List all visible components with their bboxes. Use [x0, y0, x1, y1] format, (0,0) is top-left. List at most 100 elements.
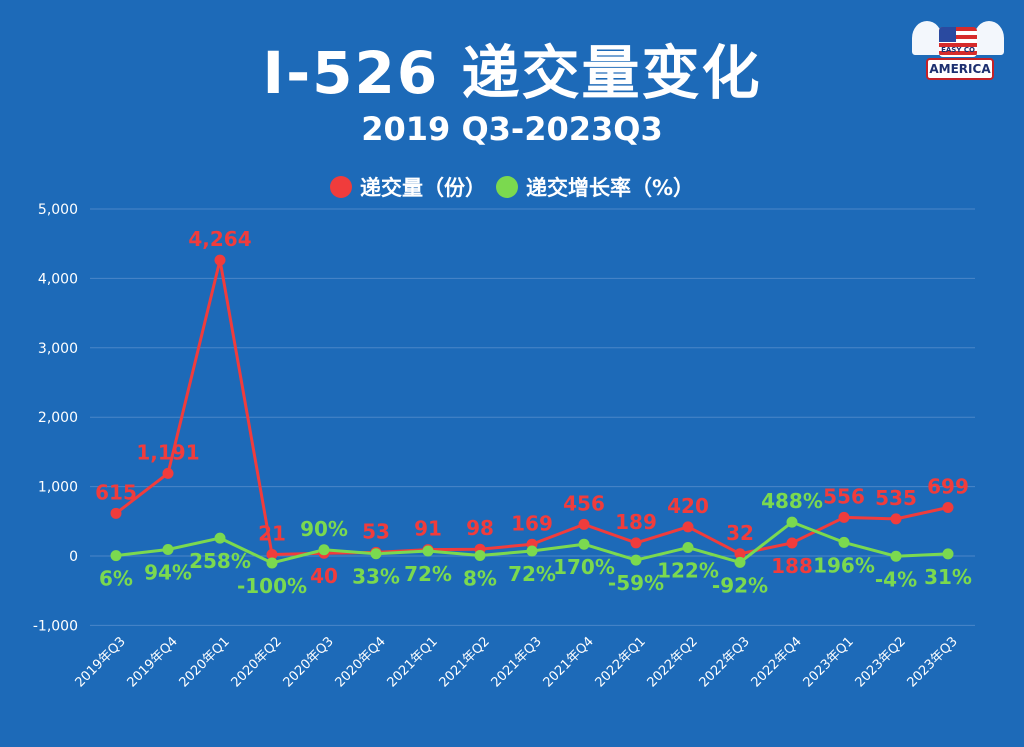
- left-wing-icon: [912, 21, 942, 55]
- x-tick-label: 2019年Q3: [73, 634, 129, 690]
- data-point-growth: [110, 550, 122, 562]
- data-point-submissions: [942, 501, 954, 513]
- data-label-growth: 6%: [99, 567, 133, 591]
- data-point-submissions: [786, 537, 798, 549]
- right-wing-icon: [974, 21, 1004, 55]
- x-tick-label: 2023年Q3: [905, 634, 961, 690]
- data-point-growth: [786, 516, 798, 528]
- chart-title: I-526 递交量变化: [262, 39, 762, 107]
- x-tick-label: 2021年Q2: [437, 634, 493, 690]
- data-label-submissions: 1,191: [136, 440, 199, 464]
- x-tick-label: 2021年Q3: [489, 634, 545, 690]
- x-tick-label: 2020年Q2: [229, 634, 285, 690]
- data-point-submissions: [682, 521, 694, 533]
- data-label-growth: 90%: [300, 517, 348, 541]
- data-label-submissions: 91: [414, 517, 442, 541]
- logo-top-text: EASY CO: [941, 46, 975, 54]
- data-label-submissions: 40: [310, 564, 338, 588]
- data-label-growth: 94%: [144, 560, 192, 584]
- data-label-growth: 72%: [508, 562, 556, 586]
- data-label-growth: 170%: [553, 555, 615, 579]
- data-label-submissions: 615: [95, 480, 137, 504]
- x-tick-label: 2020年Q4: [333, 634, 389, 690]
- data-point-submissions: [734, 548, 746, 560]
- data-label-submissions: 535: [875, 486, 917, 510]
- data-label-submissions: 420: [667, 494, 709, 518]
- data-point-submissions: [838, 511, 850, 523]
- data-point-growth: [214, 532, 226, 544]
- legend-label-growth: 递交增长率（%）: [525, 176, 695, 200]
- data-point-submissions: [890, 513, 902, 525]
- data-point-growth: [422, 545, 434, 557]
- chart-legend: 递交量（份） 递交增长率（%）: [0, 172, 1024, 202]
- data-label-growth: 31%: [924, 565, 972, 589]
- data-point-submissions: [578, 518, 590, 530]
- data-label-submissions: 21: [258, 522, 286, 546]
- x-tick-label: 2019年Q4: [125, 634, 181, 690]
- data-label-growth: -92%: [712, 573, 768, 597]
- legend-item-submissions[interactable]: 递交量（份）: [329, 172, 486, 202]
- data-point-growth: [266, 557, 278, 569]
- x-tick-label: 2023年Q2: [853, 634, 909, 690]
- x-tick-label: 2020年Q1: [177, 634, 233, 690]
- data-label-growth: 122%: [657, 559, 719, 583]
- x-tick-label: 2023年Q1: [801, 634, 857, 690]
- x-tick-label: 2021年Q1: [385, 634, 441, 690]
- data-label-growth: -100%: [237, 574, 307, 598]
- data-label-submissions: 53: [362, 519, 390, 543]
- x-tick-label: 2020年Q3: [281, 634, 337, 690]
- data-point-submissions: [110, 507, 122, 519]
- y-tick-label: 5,000: [38, 202, 78, 218]
- data-label-submissions: 188: [771, 554, 813, 578]
- data-point-growth: [682, 542, 694, 554]
- data-label-submissions: 98: [466, 516, 494, 540]
- x-tick-label: 2022年Q2: [645, 634, 701, 690]
- data-point-growth: [526, 545, 538, 557]
- legend-item-growth[interactable]: 递交增长率（%）: [495, 172, 695, 202]
- x-tick-label: 2021年Q4: [541, 634, 597, 690]
- data-point-growth: [734, 556, 746, 568]
- x-tick-label: 2022年Q3: [697, 634, 753, 690]
- data-label-submissions: 4,264: [188, 227, 251, 251]
- data-label-growth: -4%: [875, 567, 917, 591]
- data-point-submissions: [266, 549, 278, 561]
- y-tick-label: 3,000: [38, 341, 78, 357]
- data-label-submissions: 169: [511, 511, 553, 535]
- data-point-growth: [578, 538, 590, 550]
- data-point-growth: [370, 548, 382, 560]
- data-point-submissions: [630, 537, 642, 549]
- data-point-growth: [630, 554, 642, 566]
- legend-marker-growth: [495, 176, 518, 198]
- x-tick-label: 2022年Q1: [593, 634, 649, 690]
- data-label-growth: 196%: [813, 553, 875, 577]
- legend-marker-submissions: [329, 176, 352, 198]
- data-point-growth: [942, 548, 954, 560]
- us-flag-icon: [939, 27, 977, 57]
- y-tick-label: 0: [69, 549, 78, 565]
- data-label-growth: 33%: [352, 565, 400, 589]
- data-label-submissions: 189: [615, 510, 657, 534]
- data-label-growth: 72%: [404, 562, 452, 586]
- data-point-growth: [162, 543, 174, 555]
- data-point-submissions: [162, 467, 174, 479]
- chart-subtitle: 2019 Q3-2023Q3: [361, 110, 663, 148]
- y-tick-label: 2,000: [38, 410, 78, 426]
- easy-co-america-logo: EASY CO AMERICA: [912, 17, 1004, 81]
- data-point-growth: [474, 549, 486, 561]
- y-tick-label: -1,000: [33, 618, 78, 634]
- legend-label-submissions: 递交量（份）: [359, 176, 486, 200]
- y-tick-label: 4,000: [38, 271, 78, 287]
- data-label-growth: 8%: [463, 566, 497, 590]
- data-label-submissions: 556: [823, 484, 865, 508]
- data-point-submissions: [214, 254, 226, 266]
- data-label-submissions: 699: [927, 474, 969, 498]
- data-label-submissions: 32: [726, 521, 754, 545]
- data-label-growth: 488%: [761, 489, 823, 513]
- data-point-growth: [890, 550, 902, 562]
- data-point-growth: [838, 536, 850, 548]
- data-label-growth: -59%: [608, 571, 664, 595]
- y-tick-label: 1,000: [38, 480, 78, 496]
- data-point-growth: [318, 544, 330, 556]
